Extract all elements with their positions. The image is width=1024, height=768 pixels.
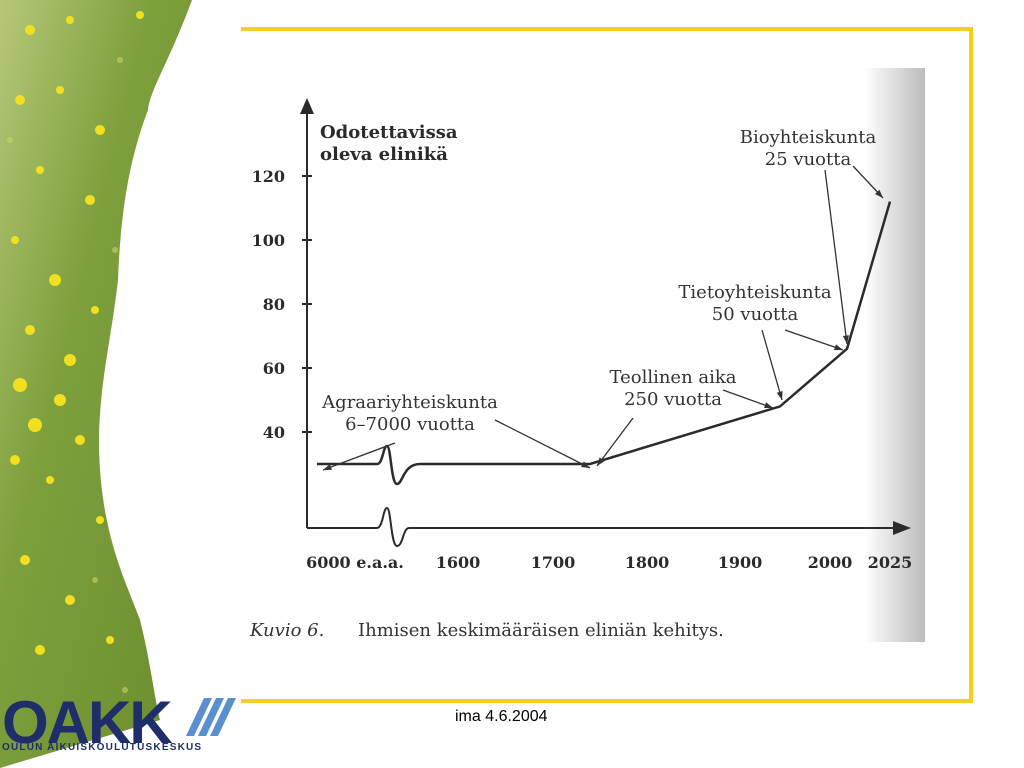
caption-label: Kuvio 6. xyxy=(249,620,324,641)
x-tick-label-1800: 1800 xyxy=(625,553,670,572)
logo-subtitle: OULUN AIKUISKOULUTUSKESKUS xyxy=(2,742,203,753)
meadow-photo xyxy=(0,0,192,768)
annotation-4-line-1: Bioyhteiskunta xyxy=(740,127,877,148)
y-axis-label-line-2: oleva elinikä xyxy=(320,144,448,165)
y-axis-ticks: 40 60 80 100 120 xyxy=(252,167,312,442)
scan-edge-shadow xyxy=(865,68,925,642)
x-tick-label-1900: 1900 xyxy=(718,553,763,572)
y-tick-label-80: 80 xyxy=(263,295,285,314)
x-tick-label-1600: 1600 xyxy=(436,553,481,572)
y-tick-label-120: 120 xyxy=(252,167,285,186)
annotation-1-line-2: 6–7000 vuotta xyxy=(345,414,475,435)
annotation-4-arrowhead-2 xyxy=(874,189,883,198)
annotation-1-arrowhead-1 xyxy=(323,464,332,470)
annotation-4-arrowhead-1 xyxy=(842,335,850,344)
x-tick-label-1700: 1700 xyxy=(531,553,576,572)
annotation-2-leader-1 xyxy=(596,417,634,467)
annotation-2-line-1: Teollinen aika xyxy=(609,367,736,388)
annotation-2-line-2: 250 vuotta xyxy=(624,389,722,410)
life-expectancy-chart: 40 60 80 100 120 6000 e.a.a. 1600 1700 1800 1900… xyxy=(249,98,912,641)
dandelion-flowers xyxy=(10,11,144,655)
annotation-1-line-1: Agraariyhteiskunta xyxy=(321,392,498,413)
annotation-3-line-1: Tietoyhteiskunta xyxy=(678,282,831,303)
footer-date: ima 4.6.2004 xyxy=(455,708,548,725)
annotation-3-arrowhead-2 xyxy=(834,344,843,351)
yellow-frame xyxy=(241,27,973,703)
x-tick-label-2025: 2025 xyxy=(868,553,913,572)
annotation-3-arrowhead-1 xyxy=(776,391,783,400)
logo-word: OAKK xyxy=(2,689,173,756)
y-tick-label-100: 100 xyxy=(252,231,285,250)
annotation-4-line-2: 25 vuotta xyxy=(765,149,852,170)
caption-text: Ihmisen keskimääräisen eliniän kehitys. xyxy=(358,620,724,641)
x-axis-ticks: 6000 e.a.a. 1600 1700 1800 1900 2000 2025 xyxy=(306,553,912,572)
scanned-figure-background xyxy=(245,68,925,642)
y-axis-label-line-1: Odotettavissa xyxy=(320,122,458,143)
oakk-logo: OAKK OULUN AIKUISKOULUTUSKESKUS xyxy=(0,689,246,762)
annotation-2-leader-2 xyxy=(722,389,774,409)
annotation-4-leader-1 xyxy=(824,169,848,345)
annotation-1-arrowhead-2 xyxy=(581,461,590,468)
annotation-1-leader-1 xyxy=(322,442,396,471)
y-axis-arrow xyxy=(300,98,314,114)
annotation-1-leader-2 xyxy=(494,419,591,469)
y-tick-label-60: 60 xyxy=(263,359,285,378)
x-tick-label-2000: 2000 xyxy=(808,553,853,572)
annotation-3-leader-2 xyxy=(784,329,844,351)
x-tick-label-6000-e-a-a-: 6000 e.a.a. xyxy=(306,553,404,572)
x-axis-arrow xyxy=(893,521,911,535)
annotation-3-leader-1 xyxy=(761,329,783,401)
y-tick-label-40: 40 xyxy=(263,423,285,442)
annotation-2-arrowhead-2 xyxy=(764,402,773,409)
x-axis-line xyxy=(307,506,895,548)
annotation-2-arrowhead-1 xyxy=(597,457,605,466)
logo-stripes-icon xyxy=(186,698,236,736)
annotation-3-line-2: 50 vuotta xyxy=(712,304,799,325)
life-expectancy-line xyxy=(317,201,892,486)
